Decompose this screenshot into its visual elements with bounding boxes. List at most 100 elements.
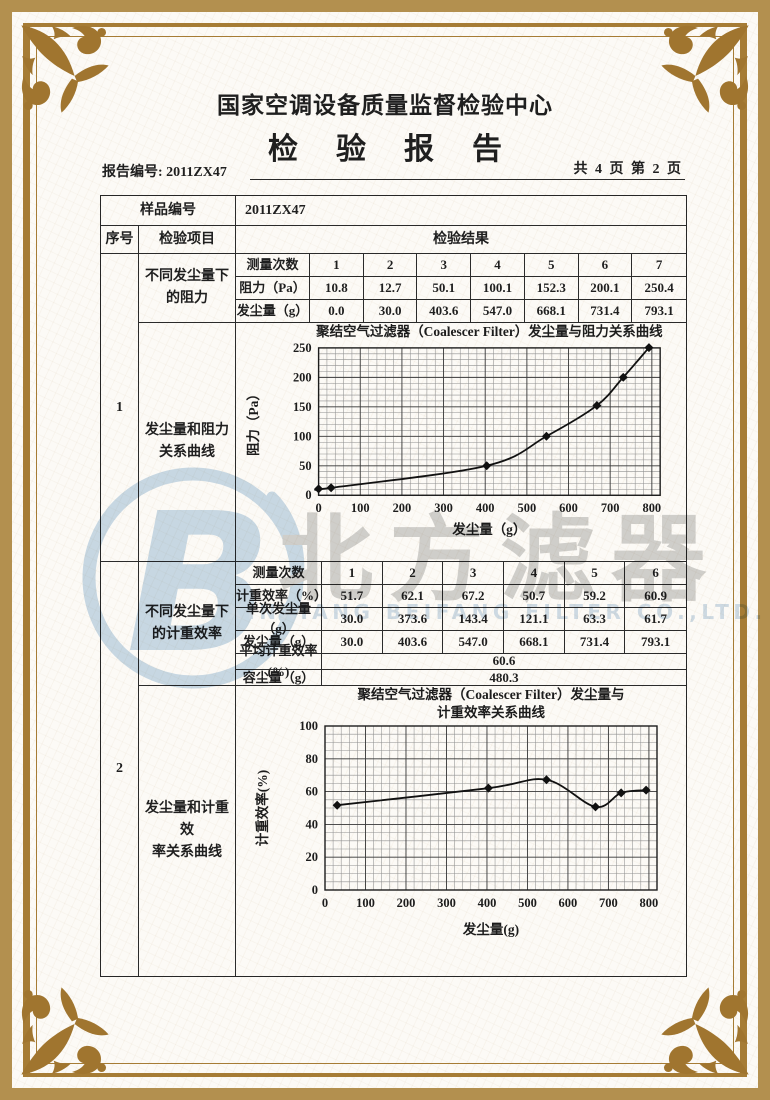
item-label-efficiency: 不同发尘量下 的计重效率	[139, 562, 236, 686]
table-cell: 3	[417, 254, 472, 277]
svg-text:聚结空气过滤器（Coalescer Filter）发尘量与阻: 聚结空气过滤器（Coalescer Filter）发尘量与阻力关系曲线	[315, 323, 663, 339]
table-cell: 5	[524, 254, 579, 277]
svg-text:阻力（Pa）: 阻力（Pa）	[245, 387, 261, 456]
resistance-chart-cell: 0 100 200 300 400 500 600 700 800 0 50 100 150 200 250…	[236, 323, 686, 562]
table-cell: 0.0	[310, 300, 364, 323]
svg-text:60: 60	[306, 785, 319, 799]
svg-text:发尘量（g）: 发尘量（g）	[451, 521, 526, 537]
report-number-row: 报告编号: 2011ZX47 共 4 页 第 2 页	[100, 160, 685, 182]
table-cell: 731.4	[564, 631, 626, 654]
page-background	[12, 12, 758, 1088]
table-cell: 30.0	[364, 300, 418, 323]
svg-text:300: 300	[437, 896, 456, 910]
table-cell: 单次发尘量（g）	[236, 601, 322, 636]
table-cell: 7	[632, 254, 686, 277]
table-cell: 1	[322, 562, 383, 585]
row-seq-1: 1	[101, 254, 139, 562]
table-cell: 30.0	[322, 608, 383, 631]
svg-text:200: 200	[393, 501, 412, 515]
item-label-line: 的计重效率	[152, 626, 222, 642]
svg-text:300: 300	[434, 501, 453, 515]
table-cell: 793.1	[644, 303, 674, 319]
table-cell: 62.1	[382, 585, 444, 608]
table-cell: 阻力（Pa）	[236, 277, 310, 300]
svg-text:700: 700	[601, 501, 620, 515]
svg-text:400: 400	[478, 896, 497, 910]
svg-text:800: 800	[640, 896, 659, 910]
table-cell: 100.1	[471, 277, 525, 300]
table-cell: 12.7	[363, 277, 418, 300]
table-cell: 2	[382, 562, 444, 585]
table-cell: 5	[564, 562, 626, 585]
table-cell: 152.3	[524, 277, 579, 300]
inspection-table: 样品编号 2011ZX47 序号 检验项目 检验结果 1 不同发尘量下 的阻力 …	[100, 195, 687, 977]
table-cell: 测量次数	[236, 562, 322, 585]
svg-text:500: 500	[518, 501, 537, 515]
table-cell: 200.1	[578, 277, 633, 300]
header-rule	[250, 179, 685, 180]
table-cell: 1	[310, 254, 364, 277]
page-count: 共 4 页 第 2 页	[573, 162, 683, 177]
svg-text:100: 100	[299, 719, 318, 733]
svg-text:100: 100	[293, 429, 312, 443]
table-cell: 480.3	[489, 669, 519, 685]
svg-text:发尘量(g): 发尘量(g)	[462, 921, 519, 937]
column-header-item: 检验项目	[139, 226, 236, 254]
item-label-line: 的阻力	[166, 291, 208, 306]
report-number-label: 报告编号:	[102, 165, 163, 180]
table-cell: 121.1	[504, 608, 565, 631]
item-label-line: 发尘量和计重效	[145, 801, 229, 839]
item-label-line: 不同发尘量下	[145, 269, 229, 285]
table-cell: 67.2	[443, 585, 504, 608]
svg-text:400: 400	[476, 501, 495, 515]
table-cell: 143.4	[443, 608, 504, 631]
svg-text:250: 250	[293, 341, 312, 355]
table-cell: 403.6	[382, 631, 444, 654]
svg-text:0: 0	[312, 883, 318, 897]
table-cell: 668.1	[504, 631, 565, 654]
table-cell: 10.8	[310, 277, 364, 300]
table-cell: 250.4	[632, 277, 686, 300]
table-cell: 403.6	[417, 300, 472, 323]
svg-text:150: 150	[293, 400, 312, 414]
svg-text:200: 200	[397, 896, 416, 910]
table-cell: 59.2	[564, 585, 626, 608]
table-cell: 容尘量（g）	[236, 670, 322, 686]
item-label-efficiency-curve: 发尘量和计重效 率关系曲线	[139, 686, 236, 976]
svg-text:200: 200	[293, 370, 312, 384]
table-cell: 4	[504, 562, 565, 585]
svg-text:0: 0	[322, 896, 328, 910]
table-cell: 30.0	[322, 631, 383, 654]
svg-text:50: 50	[299, 459, 311, 473]
chart-resistance-curve: 0 100 200 300 400 500 600 700 800 0 50 100 150 200 250…	[245, 323, 663, 537]
column-header-result: 检验结果	[236, 226, 686, 254]
table-cell: 63.3	[564, 608, 626, 631]
table-cell: 测量次数	[236, 254, 310, 277]
org-title: 国家空调设备质量监督检验中心	[217, 93, 553, 118]
report-number: 报告编号: 2011ZX47	[102, 161, 227, 181]
table-cell: 547.0	[443, 631, 504, 654]
svg-text:600: 600	[559, 896, 578, 910]
item-label-line: 关系曲线	[159, 445, 215, 460]
efficiency-chart-cell: 0 100 200 300 400 500 600 700 800 0 20 40 60 80 100 聚结空…	[236, 686, 686, 976]
border-frame-inner	[36, 36, 734, 1064]
svg-text:20: 20	[306, 850, 319, 864]
svg-text:0: 0	[315, 501, 321, 515]
svg-text:500: 500	[518, 896, 537, 910]
report-number-value: 2011ZX47	[166, 165, 227, 180]
table-cell: 668.1	[525, 300, 579, 323]
page-title: 检验报告	[268, 133, 540, 166]
svg-text:100: 100	[351, 501, 370, 515]
table-cell: 60.9	[625, 585, 686, 608]
row-seq-2: 2	[101, 562, 139, 976]
item-label-line: 率关系曲线	[152, 844, 222, 860]
svg-text:40: 40	[306, 817, 319, 831]
table-cell: 4	[471, 254, 525, 277]
table-cell: 50.7	[504, 585, 565, 608]
chart-efficiency-curve: 0 100 200 300 400 500 600 700 800 0 20 40 60 80 100 聚结空…	[254, 686, 659, 937]
item-label-resistance: 不同发尘量下 的阻力	[139, 254, 236, 323]
item-label-resistance-curve: 发尘量和阻力 关系曲线	[139, 323, 236, 562]
table-cell: 6	[625, 562, 686, 585]
